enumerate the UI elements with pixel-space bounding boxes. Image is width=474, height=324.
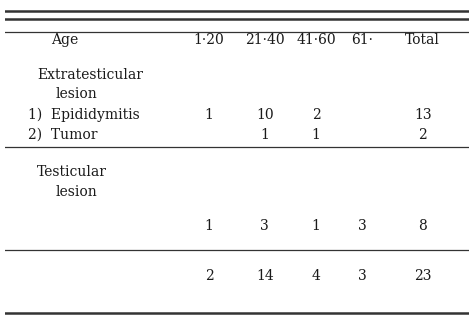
Text: 1)  Epididymitis: 1) Epididymitis <box>28 108 140 122</box>
Text: 8: 8 <box>419 218 427 233</box>
Text: 1: 1 <box>311 218 320 233</box>
Text: 23: 23 <box>414 269 431 283</box>
Text: 3: 3 <box>358 269 367 283</box>
Text: Total: Total <box>405 33 440 47</box>
Text: 21·40: 21·40 <box>245 33 285 47</box>
Text: lesion: lesion <box>56 87 98 101</box>
Text: 41·60: 41·60 <box>296 33 336 47</box>
Text: 2: 2 <box>419 128 427 142</box>
Text: 13: 13 <box>414 108 432 122</box>
Text: 1: 1 <box>311 128 320 142</box>
Text: Testicular: Testicular <box>37 165 107 179</box>
Text: 1·20: 1·20 <box>194 33 225 47</box>
Text: 1: 1 <box>205 108 214 122</box>
Text: Extratesticular: Extratesticular <box>37 68 143 82</box>
Text: 61·: 61· <box>351 33 374 47</box>
Text: 4: 4 <box>311 269 320 283</box>
Text: 3: 3 <box>261 218 269 233</box>
Text: Age: Age <box>52 33 79 47</box>
Text: 10: 10 <box>256 108 273 122</box>
Text: 1: 1 <box>205 218 214 233</box>
Text: 14: 14 <box>256 269 274 283</box>
Text: lesion: lesion <box>56 185 98 199</box>
Text: 3: 3 <box>358 218 367 233</box>
Text: 2)  Tumor: 2) Tumor <box>28 128 98 142</box>
Text: 1: 1 <box>260 128 269 142</box>
Text: 2: 2 <box>311 108 320 122</box>
Text: 2: 2 <box>205 269 213 283</box>
